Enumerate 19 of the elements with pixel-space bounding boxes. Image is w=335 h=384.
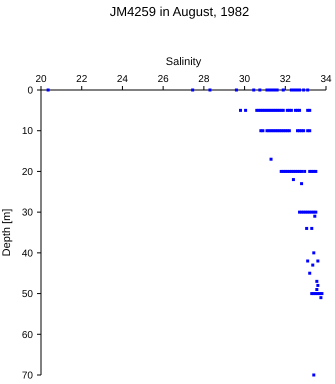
y-tick-label: 30 [22,208,34,219]
x-tick-label: 34 [320,74,332,85]
y-axis-title: Depth [m] [1,208,13,256]
x-tick-label: 26 [158,74,170,85]
x-tick-label: 24 [116,74,128,85]
chart-title: JM4259 in August, 1982 [110,4,250,19]
x-tick-label: 28 [198,74,210,85]
x-tick-label: 30 [239,74,251,85]
y-tick-label: 20 [22,166,34,178]
x-tick-label: 32 [280,74,292,85]
x-tick-label: 20 [35,74,47,85]
y-tick-label: 40 [22,248,34,260]
y-tick-label: 10 [22,126,34,138]
y-tick-label: 0 [27,86,34,96]
y-tick-label: 50 [22,289,34,300]
y-tick-label: 70 [22,370,34,382]
x-axis-title: Salinity [166,56,202,68]
x-tick-label: 22 [76,74,88,85]
y-tick-label: 60 [22,330,34,341]
